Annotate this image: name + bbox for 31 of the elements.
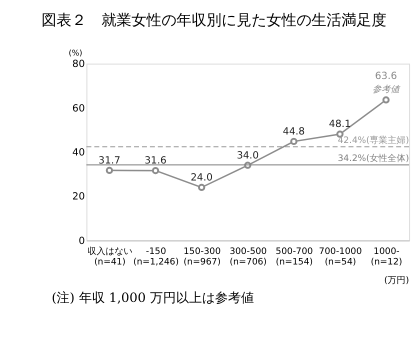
text: 63.6 [374,71,398,82]
y-tick-label: 40 [72,148,85,159]
text: 31.7 [98,155,120,166]
ref-line-label: 42.4%(専業主婦) [338,134,410,146]
x-tick-label: 300-500 (n=706) [230,246,268,268]
point [106,166,114,174]
y-tick-label: 80 [72,59,85,70]
text: 44.8 [282,126,305,138]
x-tick-label: 150-300 (n=967) [183,246,222,268]
text: 24.0 [190,172,213,184]
chart-title: 図表２ 就業女性の年収別に見た女性の生活満足度 [42,10,387,29]
annotation: 参考値 [372,84,401,95]
x-tick-label: 700-1000 (n=54) [318,246,362,268]
point [152,166,160,174]
ref-line-label: 34.2%(女性全体) [338,152,410,164]
text: 31.6 [144,156,167,167]
x-axis-title: (万円) [384,276,410,286]
y-tick-label: 20 [72,192,85,203]
y-tick-label: 0 [78,236,85,247]
text: 34.0 [236,150,259,162]
x-tick-label: 500-700 (n=154) [276,246,314,268]
x-tick-label: -150 (n=1,246) [133,246,179,268]
y-axis-title: (%) [68,48,82,58]
x-tick-label: 収入はない (n=41) [87,246,132,268]
x-tick-label: 1000- (n=12) [370,246,402,268]
text: 48.1 [328,119,351,130]
point [290,138,298,146]
point [382,96,390,104]
text: (注) 年収 1,000 万円以上は参考値 [52,290,254,306]
point [198,184,206,192]
y-tick-label: 60 [72,103,85,114]
